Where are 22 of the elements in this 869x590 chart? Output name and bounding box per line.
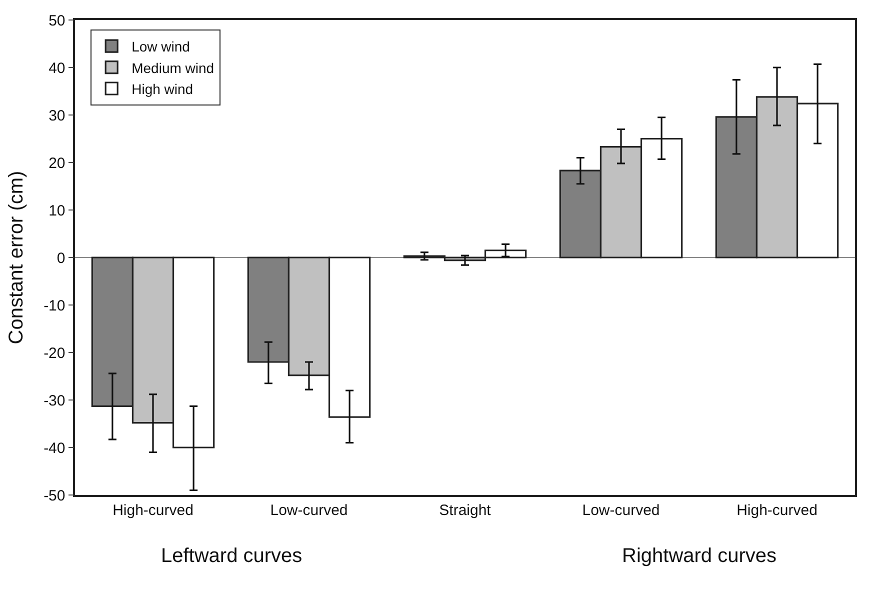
- legend-label: Medium wind: [132, 60, 214, 76]
- y-tick-label: 0: [56, 250, 66, 267]
- x-tick-label: Low-curved: [582, 502, 660, 519]
- y-tick-label: -50: [44, 487, 66, 504]
- legend-label: Low wind: [132, 38, 190, 55]
- y-tick-label: -20: [44, 344, 66, 362]
- y-tick-label: 20: [48, 154, 66, 172]
- y-tick-label: 50: [48, 12, 66, 30]
- y-tick-label: 10: [48, 202, 66, 220]
- x-tick-label: High-curved: [112, 502, 194, 519]
- x-tick-label: Straight: [439, 502, 492, 519]
- y-tick-label: -30: [44, 392, 66, 410]
- y-tick-label: -40: [44, 440, 66, 457]
- text: Leftward curves: [161, 545, 302, 567]
- x-tick-label: Low-curved: [270, 502, 348, 519]
- y-axis-title: Constant error (cm): [6, 170, 28, 344]
- y-tick-label: 30: [48, 107, 66, 124]
- y-tick-label: -10: [44, 297, 66, 314]
- x-tick-label: High-curved: [736, 502, 818, 519]
- text: Rightward curves: [622, 545, 777, 567]
- y-tick-label: 40: [48, 60, 66, 77]
- legend-label: High wind: [132, 80, 194, 97]
